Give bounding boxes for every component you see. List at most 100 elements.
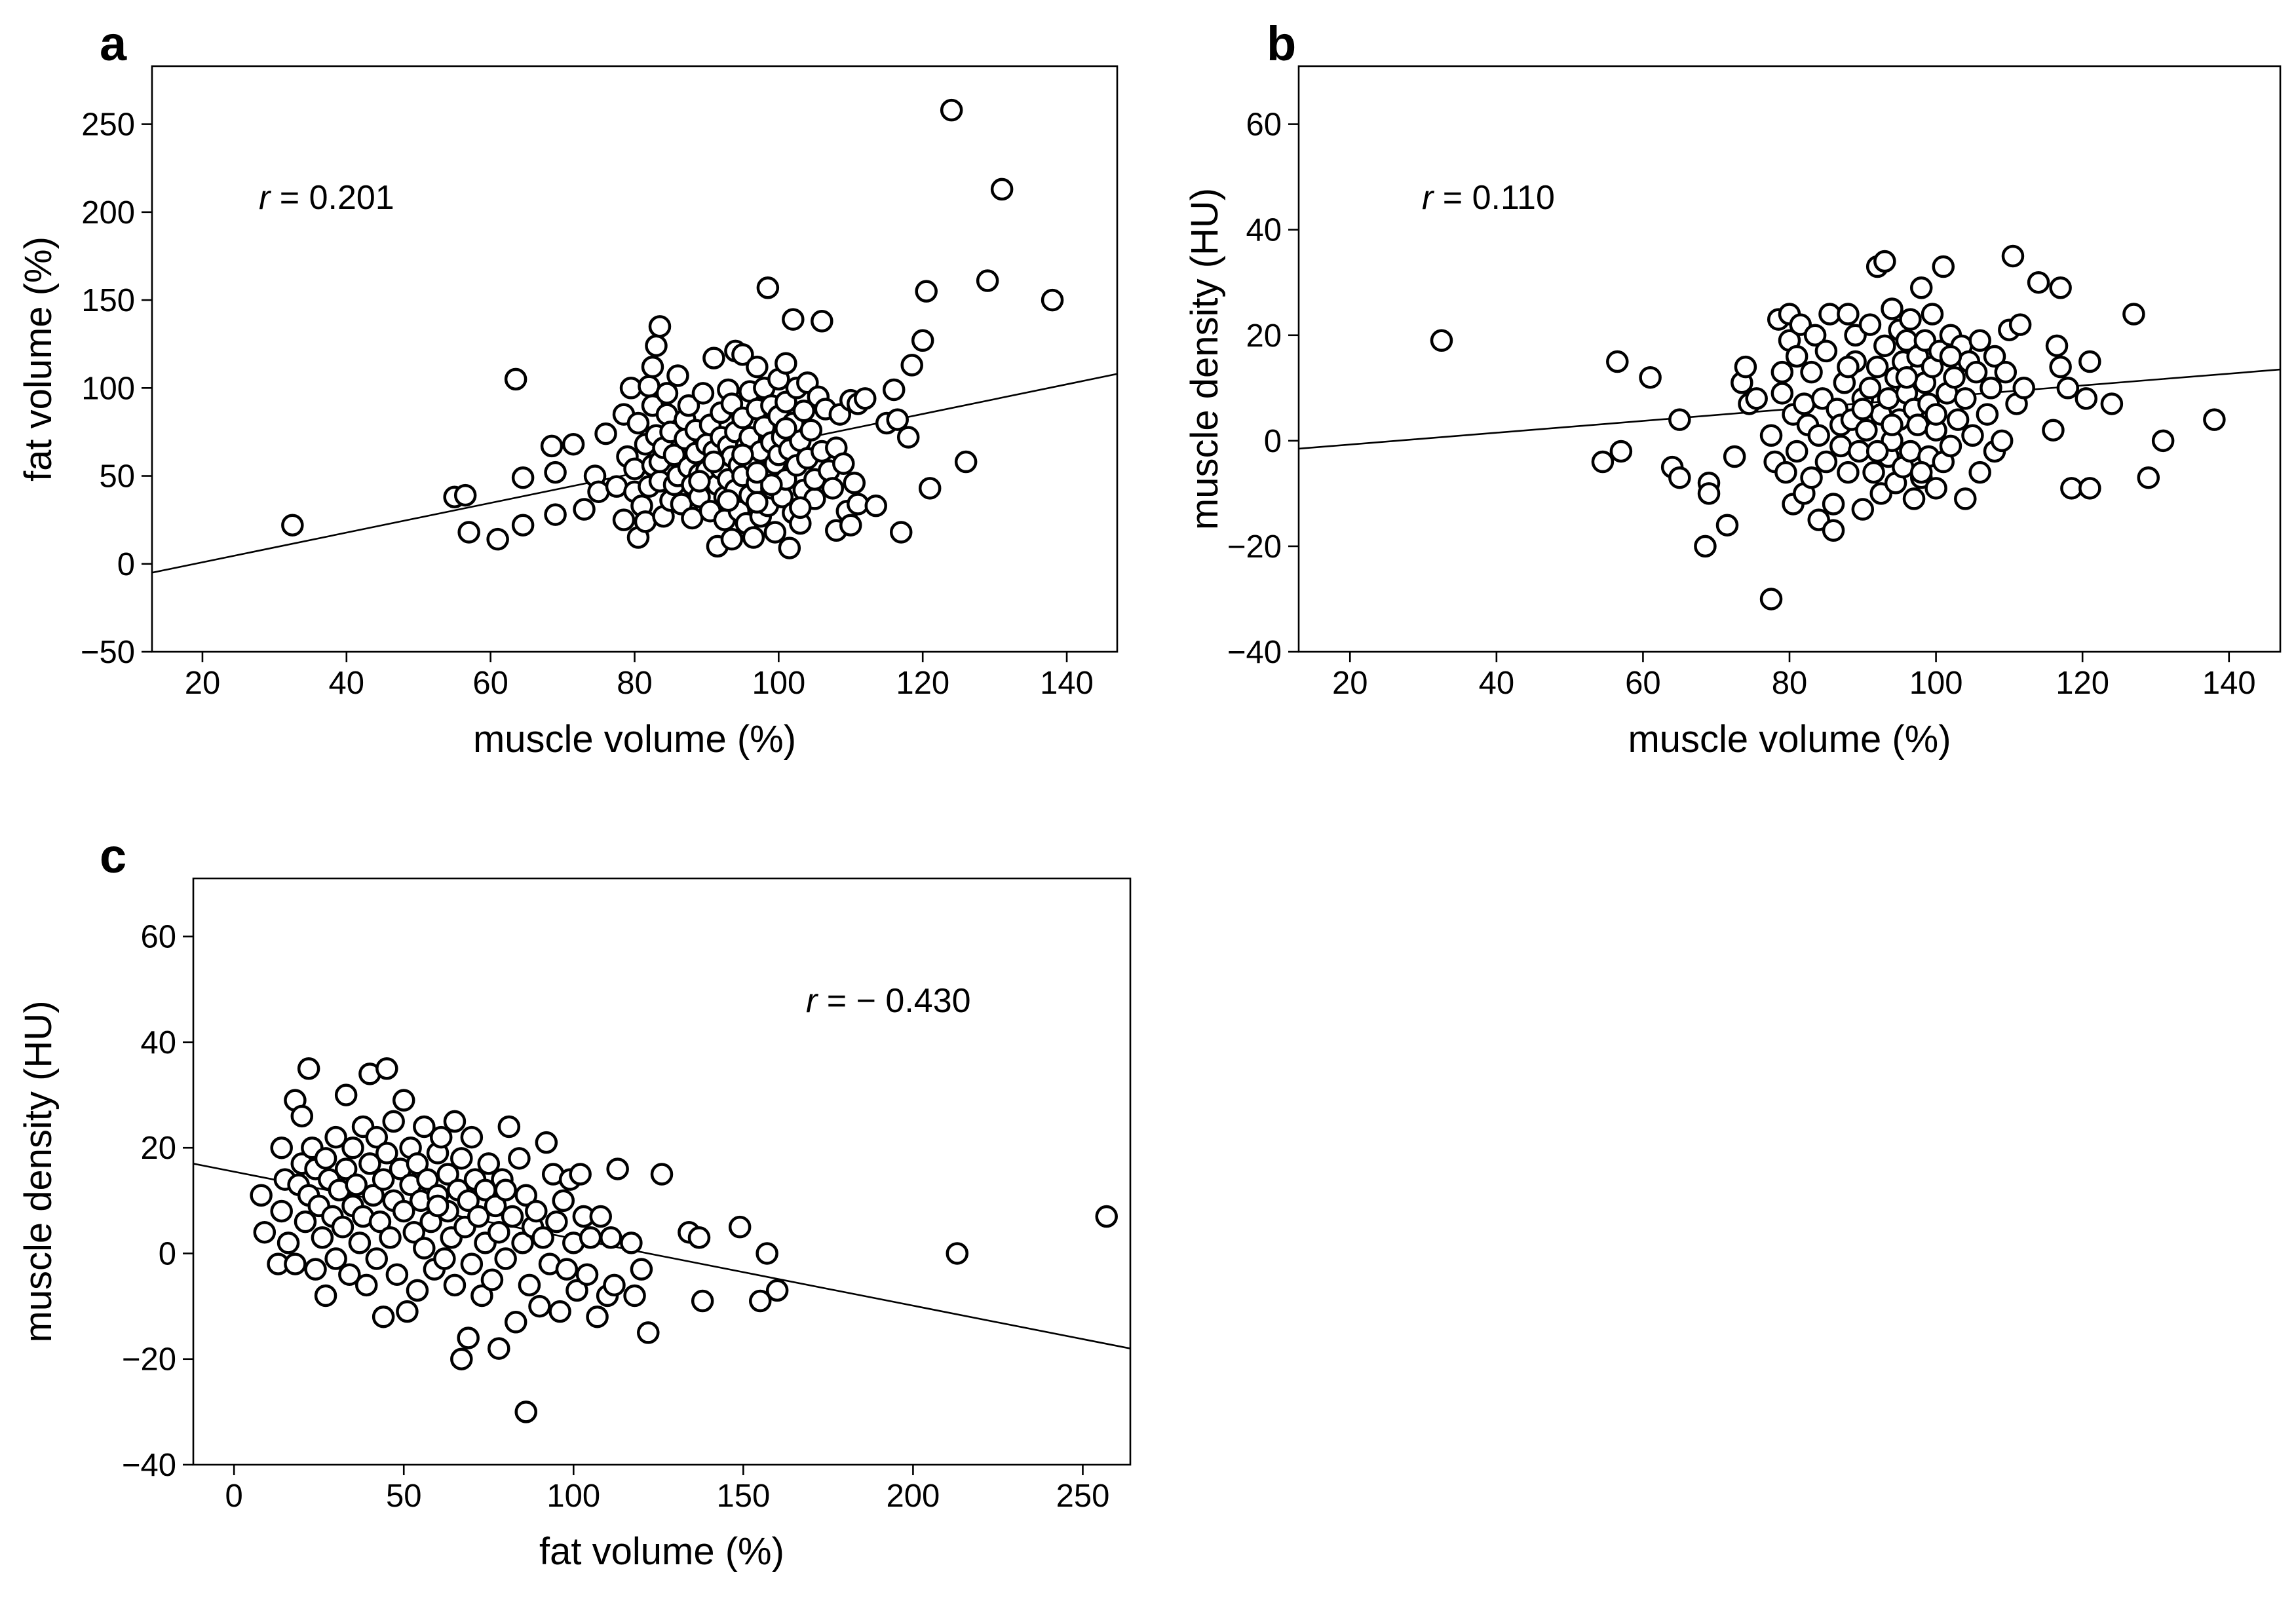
panel-b-data-point: [1909, 461, 1933, 484]
panel-b-data-point: [1881, 297, 1904, 320]
panel-c-data-point: [528, 1294, 551, 1318]
panel-c-data-point: [406, 1152, 429, 1175]
panel-b-r-symbol: r: [1422, 179, 1435, 217]
panel-b-data-point: [1983, 345, 2006, 368]
panel-a-data-point: [954, 450, 978, 474]
panel-b-data-point: [1990, 429, 2014, 453]
panel-b-data-point: [1814, 450, 1838, 474]
panel-b-data-point: [1858, 313, 1882, 336]
panel-b-data-point: [1924, 477, 1947, 500]
panel-b-xtick-label: 100: [1909, 666, 1963, 701]
panel-c-data-point: [569, 1163, 592, 1186]
panel-c-data-point: [382, 1110, 405, 1133]
panel-a-data-point: [645, 334, 668, 358]
panel-a-data-point: [511, 514, 535, 536]
panel-b-data-point: [1639, 366, 1662, 389]
panel-a-data-point: [882, 378, 906, 402]
panel-a-ytick-label: −50: [81, 635, 135, 670]
panel-b-data-point: [1800, 466, 1823, 489]
panel-c-xtick-label: 100: [546, 1478, 600, 1514]
panel-c-data-point: [687, 1226, 711, 1249]
panel-c-data-point: [365, 1247, 389, 1270]
panel-c-data-point: [504, 1311, 527, 1334]
panel-b-data-point: [1968, 461, 1991, 484]
panel-a-data-point: [832, 452, 855, 475]
panel-a-xtick-label: 120: [896, 666, 949, 701]
panel-c-data-point: [250, 1184, 273, 1207]
panel-c-data-point: [314, 1147, 337, 1170]
panel-c-data-point: [579, 1226, 602, 1249]
panel-a-data-point: [648, 315, 672, 338]
panel-b-data-point: [1851, 398, 1875, 421]
panel-a-xtick-label: 140: [1040, 666, 1094, 701]
panel-c-data-point: [630, 1258, 653, 1281]
panel-a-ytick-label: 150: [81, 283, 135, 318]
panel-c-data-point: [362, 1184, 385, 1207]
panel-b-data-point: [2122, 303, 2145, 326]
panel-b-data-point: [2078, 350, 2101, 373]
panel-c-xtick-label: 0: [225, 1478, 243, 1514]
panel-c-data-point: [514, 1184, 538, 1207]
panel-c-data-point: [297, 1057, 320, 1080]
panel-a-data-point: [486, 527, 509, 551]
panel-b-data-point: [1800, 360, 1823, 384]
panel-c-ytick-label: 0: [159, 1236, 176, 1271]
panel-b-data-point: [1961, 424, 1984, 447]
panel-c-data-point: [548, 1300, 571, 1323]
panel-c-data-point: [341, 1136, 364, 1159]
panel-b-ytick-label: 20: [1246, 318, 1282, 354]
panel-a-data-point: [594, 422, 617, 445]
panel-b-xtick-label: 120: [2056, 666, 2109, 701]
panel-b-data-point: [1668, 408, 1691, 431]
panel-b-data-point: [1902, 487, 1926, 510]
panel-b-data-point: [1873, 250, 1896, 273]
panel-c-data-point: [600, 1226, 622, 1249]
panel-a-plot-frame: [151, 65, 1119, 653]
panel-b-data-point: [1609, 440, 1633, 463]
panel-b-ytick-label: 0: [1264, 424, 1282, 459]
panel-a-data-point: [626, 411, 650, 435]
panel-a-data-point: [918, 477, 942, 500]
panel-c-data-point: [497, 1115, 521, 1138]
panel-c-data-point: [1095, 1205, 1118, 1228]
panel-c-data-point: [324, 1125, 347, 1149]
panel-c-data-point: [555, 1258, 579, 1281]
panel-c-data-point: [348, 1232, 372, 1254]
panel-a-data-point: [911, 329, 934, 352]
panel-c-data-point: [290, 1104, 314, 1128]
panel-a-data-point: [746, 491, 769, 514]
panel-c-data-point: [511, 1232, 534, 1254]
panel-b-data-point: [2049, 355, 2072, 379]
panel-c-data-point: [525, 1199, 548, 1223]
panel-b-data-point: [1759, 424, 1783, 447]
panel-b-xlabel: muscle volume (%): [1628, 718, 1951, 761]
panel-c-data-point: [508, 1147, 531, 1170]
panel-c-data-point: [728, 1215, 752, 1239]
panel-c-data-point: [484, 1194, 507, 1218]
panel-a-data-point: [573, 498, 596, 521]
panel-c-data-point: [494, 1178, 517, 1201]
panel-b-data-point: [1785, 440, 1808, 463]
panel-b-data-point: [1591, 450, 1615, 474]
panel-b-data-point: [1793, 392, 1816, 415]
panel-c-xlabel: fat volume (%): [539, 1530, 784, 1573]
panel-c-data-point: [756, 1242, 778, 1265]
panel-b-data-point: [1668, 466, 1691, 489]
panel-c-data-point: [565, 1279, 588, 1302]
panel-b-data-point: [1943, 366, 1966, 389]
panel-a-data-point: [731, 443, 754, 466]
panel-c-data-point: [623, 1284, 646, 1307]
panel-b-data-point: [2075, 387, 2098, 410]
panel-c-data-point: [338, 1263, 361, 1286]
panel-c-data-point: [480, 1268, 504, 1292]
panel-c-data-point: [270, 1136, 293, 1159]
panel-c-data-point: [477, 1152, 501, 1175]
panel-b-data-point: [1906, 413, 1929, 436]
panel-a-data-point: [641, 355, 664, 379]
panel-b-data-point: [1829, 434, 1852, 458]
panel-a-data-point: [864, 494, 887, 517]
panel-b-data-point: [2203, 408, 2226, 431]
panel-c-data-point: [372, 1168, 395, 1191]
panel-b-data-point: [1939, 345, 1962, 368]
panel-a-data-point: [900, 354, 923, 377]
